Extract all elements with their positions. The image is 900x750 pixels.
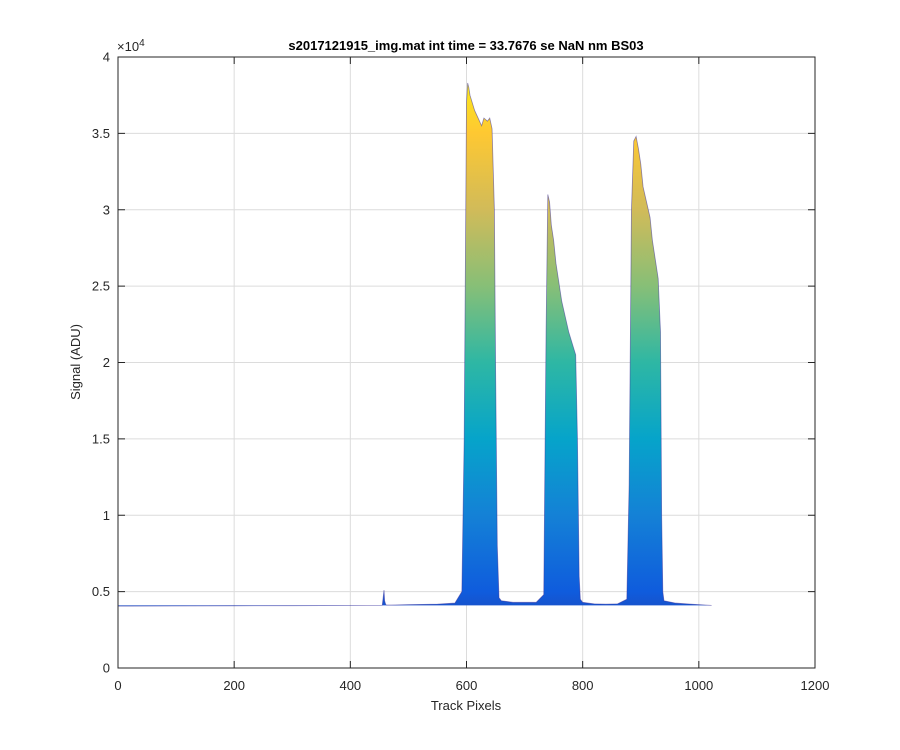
signal-line — [118, 82, 712, 607]
y-tick-label: 1 — [103, 508, 110, 523]
y-tick-label: 2 — [103, 355, 110, 370]
x-tick-label: 400 — [339, 678, 361, 693]
y-exponent-label: ×104 — [117, 38, 145, 54]
x-axis-ticks: 0 200 400 600 800 1000 1200 — [114, 57, 829, 693]
x-tick-label: 1200 — [801, 678, 830, 693]
x-tick-label: 1000 — [684, 678, 713, 693]
y-tick-label: 4 — [103, 50, 110, 65]
x-tick-label: 600 — [456, 678, 478, 693]
y-exponent-power: 4 — [139, 38, 145, 49]
y-tick-label: 1.5 — [92, 431, 110, 446]
y-exponent-base: ×10 — [117, 39, 139, 54]
signal-band — [118, 82, 712, 607]
y-axis-label: Signal (ADU) — [68, 324, 83, 400]
y-tick-label: 3.5 — [92, 126, 110, 141]
x-tick-label: 800 — [572, 678, 594, 693]
y-tick-label: 0.5 — [92, 584, 110, 599]
y-tick-label: 0 — [103, 661, 110, 676]
data-layer — [118, 82, 712, 607]
x-tick-label: 0 — [114, 678, 121, 693]
y-axis-ticks: 0 0.5 1 1.5 2 2.5 3 3.5 4 — [92, 50, 815, 676]
x-axis-label: Track Pixels — [431, 698, 502, 713]
y-tick-label: 2.5 — [92, 279, 110, 294]
chart-title: s2017121915_img.mat int time = 33.7676 s… — [288, 38, 643, 53]
x-tick-label: 200 — [223, 678, 245, 693]
y-tick-label: 3 — [103, 202, 110, 217]
